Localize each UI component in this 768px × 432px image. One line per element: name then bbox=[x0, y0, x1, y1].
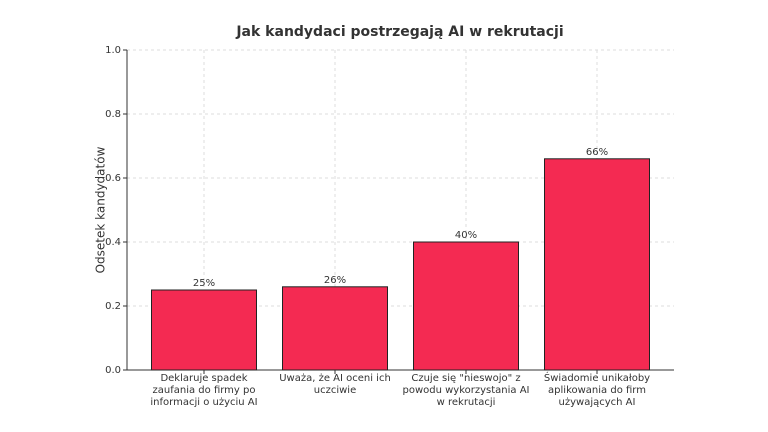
x-tick-label: Uważa, że AI oceni ich uczciwie bbox=[279, 373, 391, 396]
value-label: 66% bbox=[586, 147, 608, 158]
bar bbox=[544, 158, 650, 371]
y-tick-label: 0.4 bbox=[105, 237, 121, 248]
y-tick-label: 0.0 bbox=[105, 365, 121, 376]
bar bbox=[282, 286, 388, 371]
chart-title: Jak kandydaci postrzegają AI w rekrutacj… bbox=[235, 24, 563, 40]
x-tick-label: Czuje się "nieswojo" z powodu wykorzysta… bbox=[402, 373, 530, 408]
bar bbox=[413, 241, 519, 371]
value-label: 25% bbox=[193, 278, 215, 289]
bar bbox=[151, 289, 257, 371]
y-tick-label: 0.2 bbox=[105, 301, 121, 312]
x-tick-label: Świadomie unikałoby aplikowania do firm … bbox=[543, 373, 651, 408]
y-tick-label: 0.6 bbox=[105, 173, 121, 184]
value-label: 40% bbox=[455, 230, 477, 241]
y-tick-label: 0.8 bbox=[105, 109, 121, 120]
y-axis-label: Odsetek kandydatów bbox=[94, 146, 108, 273]
value-label: 26% bbox=[324, 275, 346, 286]
x-tick-label: Deklaruje spadek zaufania do firmy po in… bbox=[150, 373, 258, 408]
y-tick-label: 1.0 bbox=[105, 45, 121, 56]
